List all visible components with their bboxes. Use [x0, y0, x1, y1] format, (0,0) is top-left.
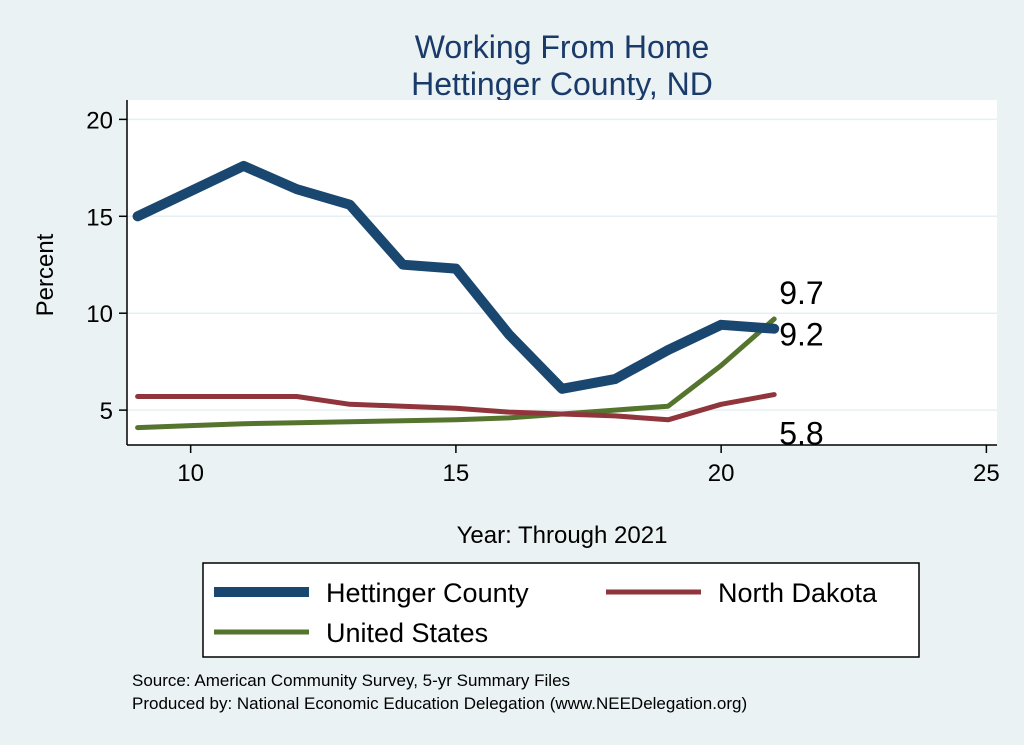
- end-value-label-hettinger-county: 9.2: [779, 317, 823, 353]
- end-labels: 9.2 5.8 9.7: [779, 275, 823, 452]
- x-axis-title: Year: Through 2021: [457, 522, 668, 549]
- end-value-label-united-states: 9.7: [779, 275, 823, 311]
- chart-title: Working From Home: [415, 29, 710, 65]
- y-axis-title: Percent: [32, 233, 59, 316]
- series-line-north-dakota: [135, 392, 777, 423]
- x-tick-label: 20: [708, 460, 735, 487]
- axes: 5 10 15 20 10 15 20 25: [86, 100, 1000, 487]
- y-tick-label: 15: [86, 204, 113, 231]
- y-tick-label: 5: [100, 398, 113, 425]
- legend: Hettinger County North Dakota United Sta…: [202, 562, 920, 658]
- legend-label-north-dakota: North Dakota: [718, 578, 878, 608]
- gridlines: [127, 118, 997, 411]
- series-lines: [132, 160, 780, 431]
- y-tick-label: 20: [86, 107, 113, 134]
- end-value-label-north-dakota: 5.8: [779, 416, 823, 452]
- chart-subtitle: Hettinger County, ND: [411, 66, 713, 102]
- source-note: Source: American Community Survey, 5-yr …: [132, 671, 570, 690]
- y-tick-label: 10: [86, 301, 113, 328]
- series-line-united-states: [135, 316, 777, 431]
- legend-label-hettinger-county: Hettinger County: [326, 578, 529, 608]
- x-tick-label: 25: [973, 460, 1000, 487]
- producer-note: Produced by: National Economic Education…: [132, 694, 747, 713]
- legend-label-united-states: United States: [326, 618, 488, 648]
- x-tick-label: 15: [443, 460, 470, 487]
- x-tick-label: 10: [177, 460, 204, 487]
- legend-box: [202, 562, 920, 658]
- series-line-hettinger-county: [132, 160, 780, 394]
